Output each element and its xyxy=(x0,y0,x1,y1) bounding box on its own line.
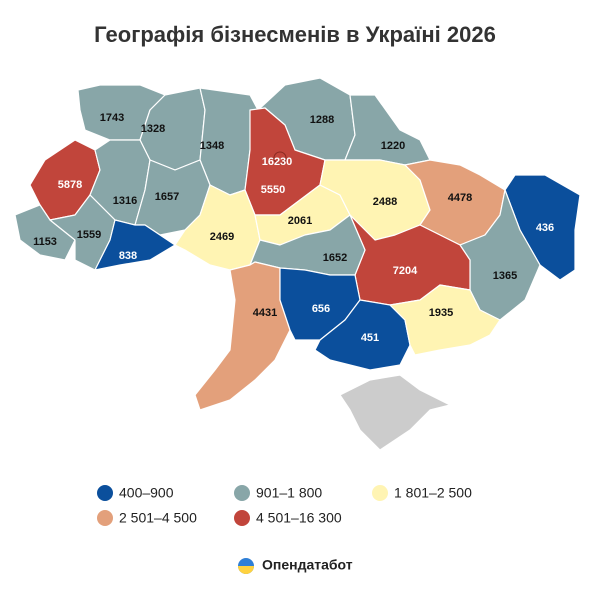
title: Географія бізнесменів в Україні 2026 xyxy=(94,22,496,47)
region-label: 1657 xyxy=(155,191,179,203)
region-label: 1743 xyxy=(100,112,124,124)
region-label: 1365 xyxy=(493,270,517,282)
region xyxy=(14,204,76,261)
region-label: 1348 xyxy=(200,140,224,152)
region-label: 436 xyxy=(536,222,554,234)
legend-swatch xyxy=(372,485,388,501)
logo-icon-half xyxy=(238,566,254,574)
region-label: 1316 xyxy=(113,195,137,207)
legend-label: 901–1 800 xyxy=(256,485,322,501)
region-labels: 1743 1328 1348 1288 1220 5550 5878 1316 1657 1153… xyxy=(33,112,554,344)
region-label: 4478 xyxy=(448,192,472,204)
region-label: 2061 xyxy=(288,215,312,227)
region-label: 2488 xyxy=(373,196,397,208)
legend-swatch xyxy=(97,510,113,526)
region-city xyxy=(273,151,287,165)
legend-label: 4 501–16 300 xyxy=(256,510,342,526)
region-label: 838 xyxy=(119,250,137,262)
region-label: 7204 xyxy=(393,265,418,277)
region-label: 1328 xyxy=(141,123,165,135)
region-label: 5878 xyxy=(58,179,82,191)
logo: Опендатабот xyxy=(238,557,353,574)
legend: 400–900 901–1 800 1 801–2 500 2 501–4 500 4 … xyxy=(97,485,472,526)
region-label: 656 xyxy=(312,303,330,315)
region xyxy=(389,284,501,356)
region-label: 4431 xyxy=(253,307,277,319)
region xyxy=(194,261,291,411)
logo-text: Опендатабот xyxy=(262,557,353,573)
crimea xyxy=(339,374,451,451)
region-label: 1652 xyxy=(323,252,347,264)
region-label: 1288 xyxy=(310,114,334,126)
regions xyxy=(14,77,581,451)
region-label: 1220 xyxy=(381,140,405,152)
region-label: 1153 xyxy=(33,236,57,248)
legend-label: 400–900 xyxy=(119,485,174,501)
legend-label: 1 801–2 500 xyxy=(394,485,472,501)
region xyxy=(344,94,431,166)
region-label: 1935 xyxy=(429,307,453,319)
region-label: 5550 xyxy=(261,184,285,196)
legend-label: 2 501–4 500 xyxy=(119,510,197,526)
region xyxy=(94,219,176,271)
legend-swatch xyxy=(97,485,113,501)
region-label: 16230 xyxy=(262,156,293,168)
legend-swatch xyxy=(234,510,250,526)
region-label: 451 xyxy=(361,332,379,344)
region-label: 1559 xyxy=(77,229,101,241)
region-label: 2469 xyxy=(210,231,234,243)
legend-swatch xyxy=(234,485,250,501)
